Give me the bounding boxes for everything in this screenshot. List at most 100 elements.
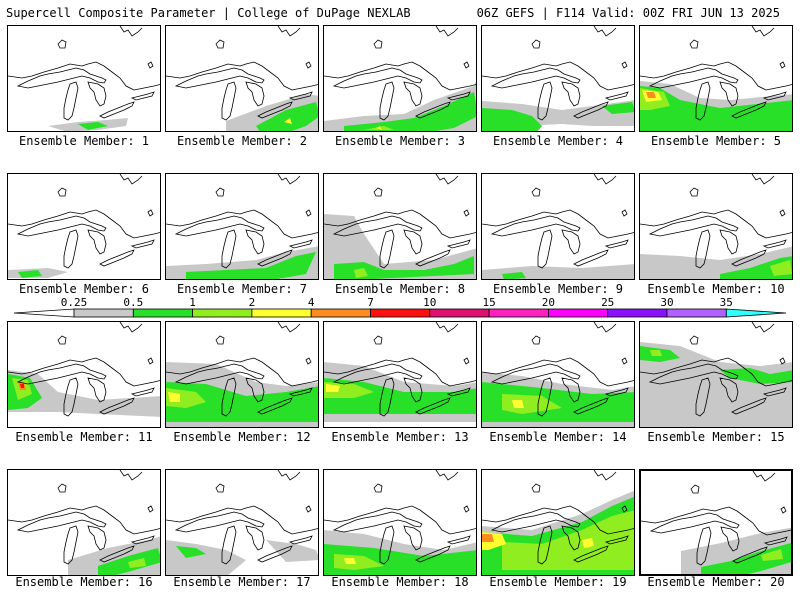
colorbar-tick-label: 35 [719, 296, 733, 309]
scp-shaded-region [482, 534, 494, 542]
lake-outline [446, 91, 471, 101]
lake-outline [537, 377, 553, 417]
lake-outline [648, 67, 739, 89]
lake-outline [446, 535, 471, 545]
border-line [8, 357, 160, 387]
map-panel-member-8 [323, 173, 477, 280]
panel-caption-member-17: Ensemble Member: 17 [173, 575, 311, 589]
panel-caption-member-20: Ensemble Member: 20 [647, 575, 785, 589]
panel-caption-member-19: Ensemble Member: 19 [489, 575, 627, 589]
lake-island [690, 484, 700, 494]
border-line [324, 209, 476, 239]
lake-island [463, 357, 470, 365]
map-panel-member-16 [7, 469, 161, 576]
coastline [277, 174, 301, 185]
lake-island [215, 39, 225, 49]
lake-outline [537, 525, 553, 565]
panel-caption-member-14: Ensemble Member: 14 [489, 430, 627, 444]
scp-contour-map [166, 322, 318, 427]
scp-contour-map [324, 174, 476, 279]
coastline [435, 174, 459, 185]
panel-caption-member-13: Ensemble Member: 13 [331, 430, 469, 444]
scp-shaded-region [166, 382, 318, 422]
lake-outline [731, 397, 767, 415]
lake-outline [648, 215, 739, 237]
map-panel-member-14 [481, 321, 635, 428]
colorbar-high-arrow [725, 308, 787, 318]
scp-contour-map [324, 470, 476, 575]
lake-outline [649, 512, 740, 534]
coastline [593, 322, 617, 333]
lake-outline [288, 239, 313, 249]
lake-outline [731, 249, 767, 267]
lake-outline [257, 101, 293, 119]
lake-outline [403, 81, 423, 107]
panel-caption-member-9: Ensemble Member: 9 [492, 282, 624, 296]
lake-outline [245, 525, 265, 551]
colorbar-tick-label: 1 [189, 296, 196, 309]
lake-outline [16, 363, 107, 385]
colorbar-segment [192, 308, 253, 318]
lake-island [779, 61, 786, 69]
lake-outline [16, 511, 107, 533]
scp-shaded-region [640, 342, 792, 427]
lake-island [215, 483, 225, 493]
lake-island [531, 335, 541, 345]
lake-outline [63, 525, 79, 565]
lake-island [57, 483, 67, 493]
lake-outline [99, 397, 135, 415]
lake-outline [490, 67, 581, 89]
lake-island [57, 335, 67, 345]
scp-shaded-region [650, 350, 662, 356]
colorbar-tick-label: 10 [423, 296, 437, 309]
colorbar-segment [607, 308, 668, 318]
scp-contour-map [640, 174, 792, 279]
map-panel-member-17 [165, 469, 319, 576]
scp-shaded-region [502, 272, 526, 279]
lake-island [215, 187, 225, 197]
colorbar-segment [370, 308, 431, 318]
lake-outline [221, 81, 237, 121]
map-title: Supercell Composite Parameter | College … [6, 6, 411, 20]
panel-caption-member-2: Ensemble Member: 2 [176, 134, 308, 148]
panel-caption-member-16: Ensemble Member: 16 [15, 575, 153, 589]
scp-shaded-region [324, 378, 476, 414]
coastline [751, 174, 775, 185]
border-line [324, 61, 476, 91]
lake-outline [719, 377, 739, 403]
scp-shaded-region [334, 256, 474, 279]
scp-shaded-region [168, 392, 180, 402]
map-panel-member-2 [165, 25, 319, 132]
lake-outline [288, 387, 313, 397]
lake-outline [573, 397, 609, 415]
lake-island [621, 61, 628, 69]
scp-shaded-region [256, 102, 318, 131]
lake-outline [257, 545, 293, 563]
lake-island [621, 505, 628, 513]
colorbar-low-arrow [13, 308, 75, 318]
scp-shaded-region [376, 126, 382, 130]
lake-island [57, 187, 67, 197]
lake-island [373, 335, 383, 345]
lake-outline [415, 101, 451, 119]
lake-island [215, 335, 225, 345]
lake-island [305, 209, 312, 217]
lake-outline [446, 387, 471, 397]
scp-contour-map [166, 174, 318, 279]
scp-shaded-region [266, 540, 318, 562]
border-line [640, 61, 792, 91]
lake-outline [415, 545, 451, 563]
lake-outline [63, 377, 79, 417]
coastline [435, 322, 459, 333]
lake-outline [221, 525, 237, 565]
map-panel-member-10 [639, 173, 793, 280]
scp-contour-map [8, 26, 160, 131]
map-panel-member-5 [639, 25, 793, 132]
colorbar-tick-label: 20 [541, 296, 556, 309]
lake-outline [695, 229, 711, 269]
lake-outline [99, 101, 135, 119]
lake-island [305, 357, 312, 365]
coastline [593, 470, 617, 481]
lake-outline [604, 239, 629, 249]
border-line [166, 505, 318, 535]
